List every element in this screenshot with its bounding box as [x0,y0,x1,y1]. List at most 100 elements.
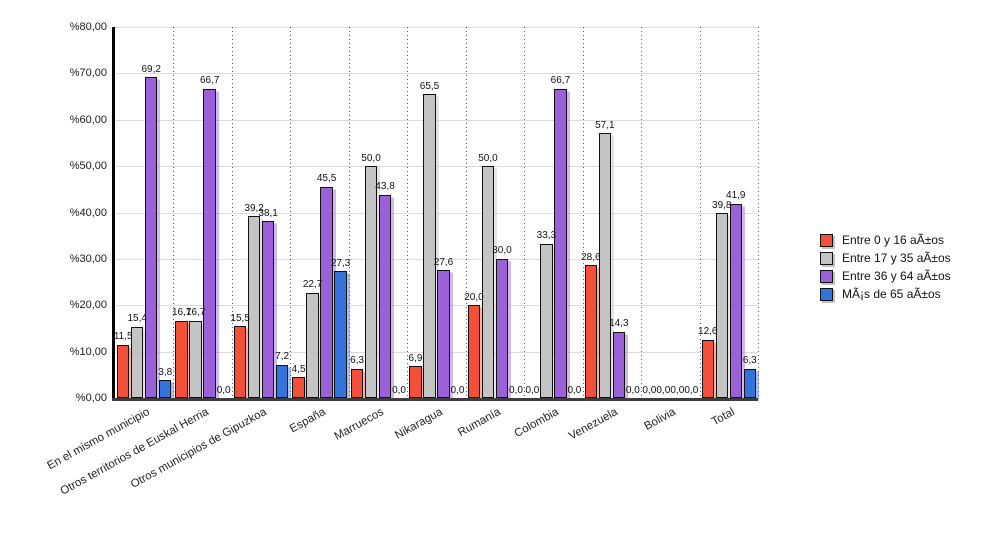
bar-value-label: 0,0 [567,384,582,396]
bar-value-label: 6,3 [350,355,364,367]
bar [437,270,450,398]
bar [233,326,247,398]
bar-value-label: 16,7 [185,307,206,319]
bar [540,243,553,398]
y-axis-tick-label: %20,00 [69,299,107,312]
bar-value-label: 65,5 [419,80,440,92]
bar [306,292,319,398]
bar [743,368,757,398]
horizontal-gridline [115,258,758,260]
bar-value-label: 39,8 [712,199,732,211]
horizontal-gridline [115,212,758,214]
bar-value-label: 22,7 [302,279,323,291]
horizontal-gridline [115,305,758,307]
bar [495,258,509,398]
bar-value-label: 16,7 [171,307,192,319]
bar-value-label: 57,1 [595,119,615,131]
bar-value-label: 15,5 [230,312,250,324]
bar [554,88,567,398]
bar [715,213,729,398]
bar-value-label: 7,2 [275,351,290,363]
bar [612,331,626,398]
bar-value-label: 30,0 [492,245,512,257]
vertical-gridline [524,27,526,398]
bar-value-label: 69,2 [141,63,161,75]
legend-swatch-icon [820,287,833,301]
bar-value-label: 0,0 [216,384,231,396]
bar [247,216,261,398]
y-axis-tick-label: %40,00 [69,206,107,219]
bar [467,305,481,398]
legend-label: Entre 36 y 64 aÃ±os [842,269,951,283]
y-axis-tick-label: %60,00 [69,113,107,126]
vertical-gridline [641,27,643,398]
bar [130,326,144,398]
bar [350,368,364,398]
vertical-gridline [348,27,350,398]
bar [175,320,188,398]
bar-value-label: 66,7 [550,75,571,87]
bar-value-label: 66,7 [199,75,220,87]
vertical-gridline [231,27,233,398]
bar-value-label: 28,6 [581,251,601,263]
bar-value-label: 0,0 [684,384,699,396]
bar-value-label: 14,3 [609,318,629,330]
legend-item: MÃ¡s de 65 aÃ±os [820,285,951,303]
horizontal-gridline [115,166,758,168]
bar [701,339,715,398]
bar [189,320,202,398]
bar [584,265,598,398]
legend-swatch-icon [820,233,833,247]
bar-value-label: 0,0 [525,384,540,396]
bar [423,94,436,398]
legend-label: Entre 0 y 16 aÃ±os [842,233,944,247]
horizontal-gridline [115,27,758,28]
legend-item: Entre 17 y 35 aÃ±os [820,249,951,267]
legend-swatch-icon [820,251,833,265]
bar-value-label: 0,0 [509,384,523,396]
y-axis-tick-label: %30,00 [69,252,107,265]
bar [116,344,130,398]
bar-value-label: 4,5 [291,363,306,375]
bar-value-label: 45,5 [316,173,337,185]
bar [144,77,158,398]
y-axis-tick-label: %0,00 [75,392,107,404]
bar [378,194,392,398]
bar-value-label: 27,6 [433,256,454,268]
bar [334,271,347,398]
bar-value-label: 41,9 [726,190,746,202]
legend-label: Entre 17 y 35 aÃ±os [842,251,951,265]
bar-value-label: 0,0 [670,384,685,396]
bar-value-label: 12,6 [698,326,718,338]
legend-swatch-icon [820,269,833,283]
bar [409,366,422,398]
y-axis-tick-label: %50,00 [69,160,107,173]
bar-value-label: 43,8 [375,181,395,193]
bar-value-label: 33,3 [536,230,557,242]
legend-item: Entre 36 y 64 aÃ±os [820,267,951,285]
vertical-gridline [465,27,467,398]
bar-value-label: 38,1 [258,207,278,219]
x-axis [112,398,758,401]
legend: Entre 0 y 16 aÃ±os Entre 17 y 35 aÃ±os Ent… [820,231,951,303]
bar [481,166,495,398]
vertical-gridline [699,27,701,398]
bar-value-label: 50,0 [361,152,381,164]
bar-value-label: 0,0 [625,384,640,396]
bar-value-label: 15,4 [127,313,147,325]
bar [203,88,216,398]
vertical-gridline [290,27,292,398]
legend-item: Entre 0 y 16 aÃ±os [820,231,951,249]
horizontal-gridline [115,73,758,75]
vertical-gridline [173,27,175,398]
bar [292,377,305,398]
bar [598,133,612,398]
bar-value-label: 39,2 [244,202,264,214]
bar-value-label: 6,9 [408,352,423,364]
bar-value-label: 0,0 [656,384,671,396]
bar-value-label: 50,0 [478,152,498,164]
bar [158,380,172,398]
bar [261,221,275,398]
vertical-gridline [582,27,584,398]
